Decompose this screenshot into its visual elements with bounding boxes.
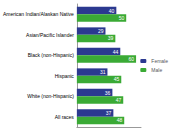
svg-text:All races: All races [55, 114, 75, 120]
svg-text:Female: Female [151, 58, 168, 64]
svg-text:47: 47 [116, 97, 122, 103]
svg-text:Black (non-Hispanic): Black (non-Hispanic) [28, 52, 74, 58]
svg-text:60: 60 [129, 56, 135, 62]
svg-text:American Indian/Alaskan Native: American Indian/Alaskan Native [3, 11, 74, 17]
svg-text:40: 40 [109, 8, 115, 14]
svg-text:White (non-Hispanic): White (non-Hispanic) [27, 93, 74, 99]
svg-text:Hispanic: Hispanic [55, 73, 75, 79]
svg-text:36: 36 [105, 90, 111, 96]
svg-text:Male: Male [151, 67, 162, 73]
svg-text:Asian/Pacific Islander: Asian/Pacific Islander [26, 32, 74, 38]
svg-text:45: 45 [114, 76, 120, 82]
svg-text:39: 39 [108, 35, 114, 41]
svg-text:29: 29 [98, 28, 104, 34]
svg-text:50: 50 [119, 15, 125, 21]
svg-text:37: 37 [106, 110, 112, 116]
svg-text:44: 44 [113, 49, 119, 55]
svg-text:31: 31 [100, 69, 106, 75]
svg-text:48: 48 [117, 117, 123, 123]
